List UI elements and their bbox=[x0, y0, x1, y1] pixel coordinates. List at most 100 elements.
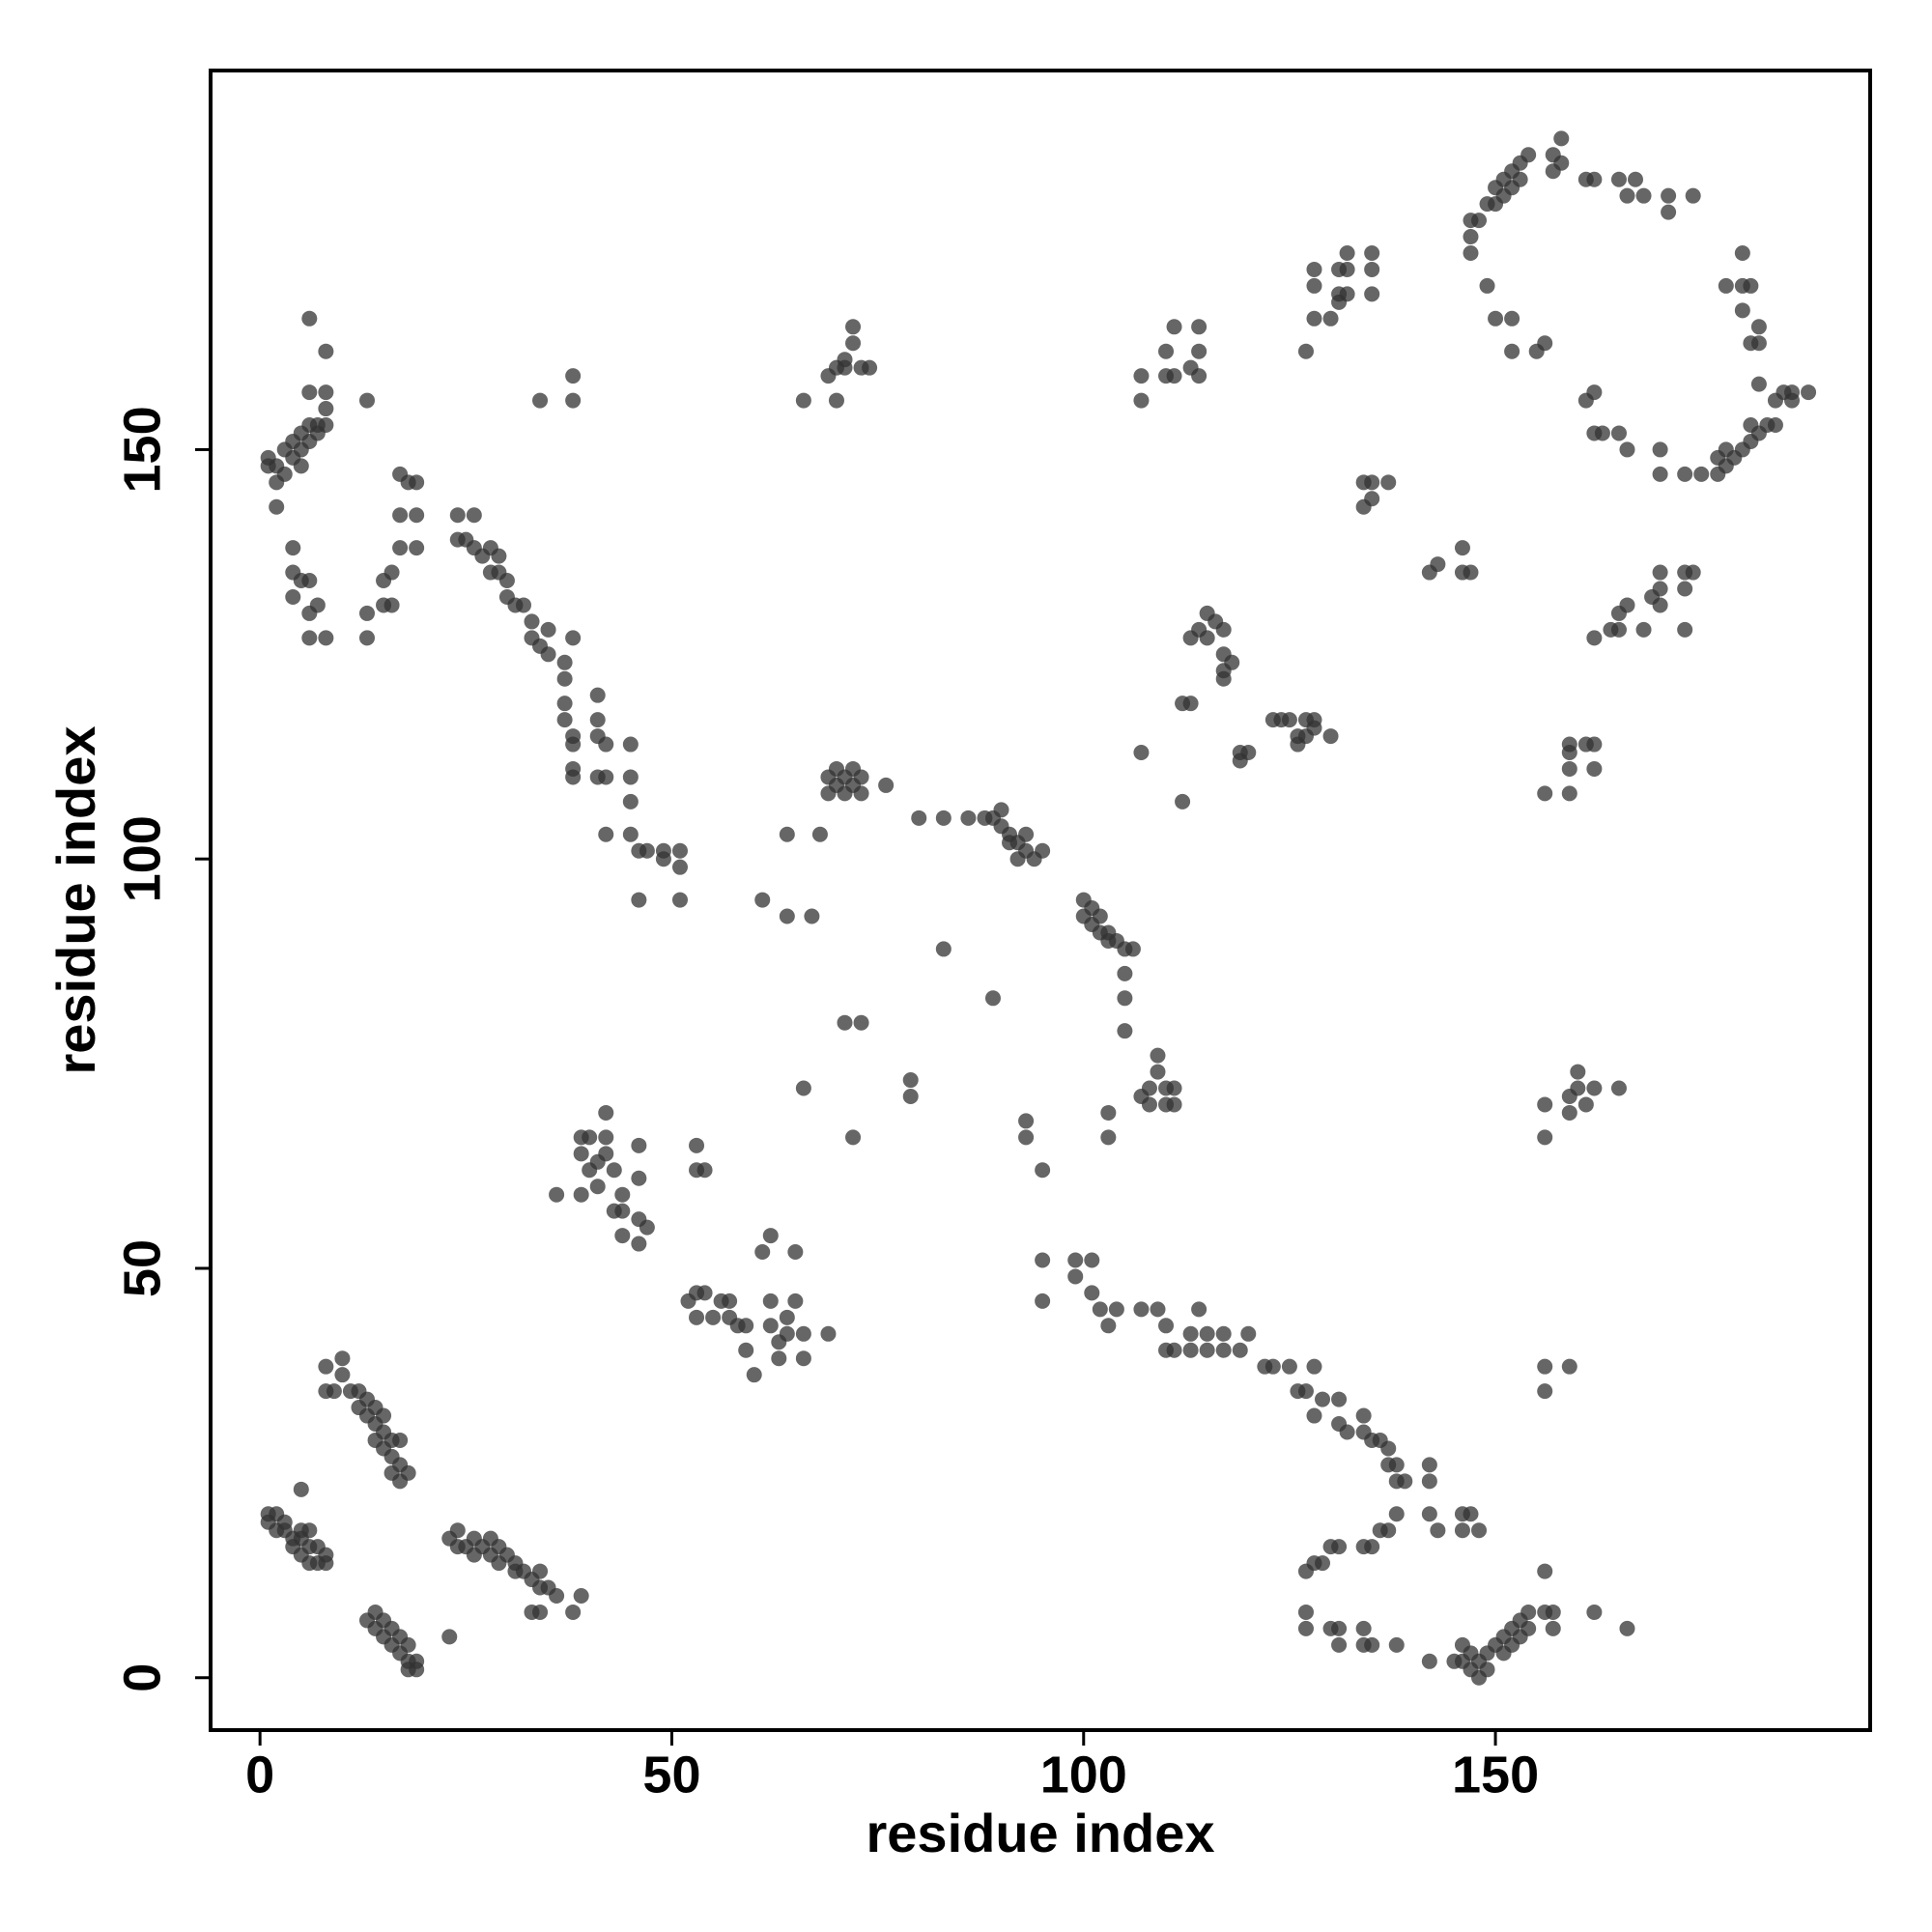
point bbox=[1306, 1358, 1322, 1375]
point bbox=[1067, 1268, 1084, 1285]
point bbox=[911, 810, 927, 826]
point bbox=[606, 1203, 622, 1219]
point bbox=[1463, 564, 1479, 581]
point bbox=[828, 392, 844, 409]
point bbox=[696, 1285, 713, 1301]
point bbox=[1166, 368, 1182, 384]
point bbox=[779, 1309, 795, 1325]
point bbox=[598, 1146, 614, 1162]
point bbox=[1035, 1252, 1051, 1268]
point bbox=[1158, 1318, 1175, 1334]
point bbox=[598, 769, 614, 785]
point bbox=[1364, 1636, 1380, 1653]
point bbox=[449, 1522, 466, 1539]
point bbox=[1339, 261, 1355, 277]
point bbox=[622, 736, 639, 753]
point bbox=[984, 990, 1001, 1007]
y-tick-label: 0 bbox=[113, 1663, 171, 1692]
point bbox=[1166, 319, 1182, 335]
point bbox=[1191, 343, 1208, 359]
x-tick-label: 100 bbox=[1040, 1746, 1127, 1804]
point bbox=[1388, 1636, 1405, 1653]
point bbox=[902, 1088, 919, 1104]
point bbox=[573, 1146, 589, 1162]
point bbox=[622, 826, 639, 842]
point bbox=[1380, 474, 1397, 491]
point bbox=[1570, 1064, 1586, 1080]
point bbox=[1471, 1522, 1488, 1539]
point bbox=[1454, 1506, 1470, 1522]
point bbox=[779, 826, 795, 842]
point bbox=[1215, 1325, 1232, 1342]
point bbox=[392, 507, 409, 524]
point bbox=[409, 474, 425, 491]
point bbox=[1339, 1424, 1355, 1440]
point bbox=[1430, 556, 1446, 573]
point bbox=[837, 1014, 853, 1031]
point bbox=[1175, 793, 1191, 810]
point bbox=[318, 384, 334, 401]
point bbox=[1586, 1604, 1603, 1620]
point bbox=[1232, 753, 1248, 769]
point bbox=[1035, 1162, 1051, 1179]
point bbox=[589, 1179, 606, 1195]
point bbox=[1652, 597, 1668, 613]
point bbox=[1355, 1539, 1372, 1555]
point bbox=[689, 1137, 705, 1153]
point bbox=[358, 630, 375, 646]
point bbox=[1586, 384, 1603, 401]
point bbox=[589, 712, 606, 728]
point bbox=[1035, 1293, 1051, 1309]
point bbox=[671, 842, 688, 859]
point bbox=[1355, 1620, 1372, 1636]
point bbox=[655, 842, 671, 859]
point bbox=[301, 310, 318, 327]
point bbox=[1018, 826, 1035, 842]
point bbox=[318, 343, 334, 359]
point bbox=[1421, 1457, 1437, 1473]
point bbox=[1570, 1080, 1586, 1096]
point bbox=[754, 1244, 771, 1261]
point bbox=[845, 319, 862, 335]
point bbox=[1734, 302, 1750, 319]
point bbox=[1388, 1457, 1405, 1473]
point bbox=[565, 1604, 582, 1620]
point bbox=[1092, 1301, 1108, 1318]
point bbox=[556, 654, 573, 670]
point bbox=[1108, 932, 1124, 949]
point bbox=[1479, 277, 1495, 294]
point bbox=[1133, 1301, 1150, 1318]
point bbox=[1141, 1096, 1157, 1113]
point bbox=[318, 1555, 334, 1572]
point bbox=[1100, 1104, 1117, 1121]
point bbox=[1537, 1129, 1553, 1146]
point bbox=[1018, 1129, 1035, 1146]
point bbox=[556, 712, 573, 728]
point bbox=[1166, 1342, 1182, 1358]
y-tick-label: 150 bbox=[113, 406, 171, 493]
point bbox=[1635, 621, 1652, 638]
point bbox=[466, 507, 482, 524]
point bbox=[301, 573, 318, 589]
point bbox=[787, 1293, 804, 1309]
point bbox=[573, 1129, 589, 1146]
point bbox=[738, 1318, 754, 1334]
point bbox=[409, 507, 425, 524]
point bbox=[671, 892, 688, 908]
point bbox=[1281, 1358, 1297, 1375]
point bbox=[598, 826, 614, 842]
x-tick-label: 0 bbox=[245, 1746, 274, 1804]
point bbox=[671, 859, 688, 875]
point bbox=[1364, 261, 1380, 277]
point bbox=[358, 392, 375, 409]
point bbox=[1191, 1301, 1208, 1318]
point bbox=[1364, 491, 1380, 507]
point bbox=[1586, 760, 1603, 777]
point bbox=[1035, 842, 1051, 859]
point bbox=[1297, 1383, 1314, 1400]
point bbox=[1677, 564, 1693, 581]
point bbox=[1364, 286, 1380, 302]
point bbox=[1693, 466, 1710, 482]
point bbox=[293, 458, 309, 474]
